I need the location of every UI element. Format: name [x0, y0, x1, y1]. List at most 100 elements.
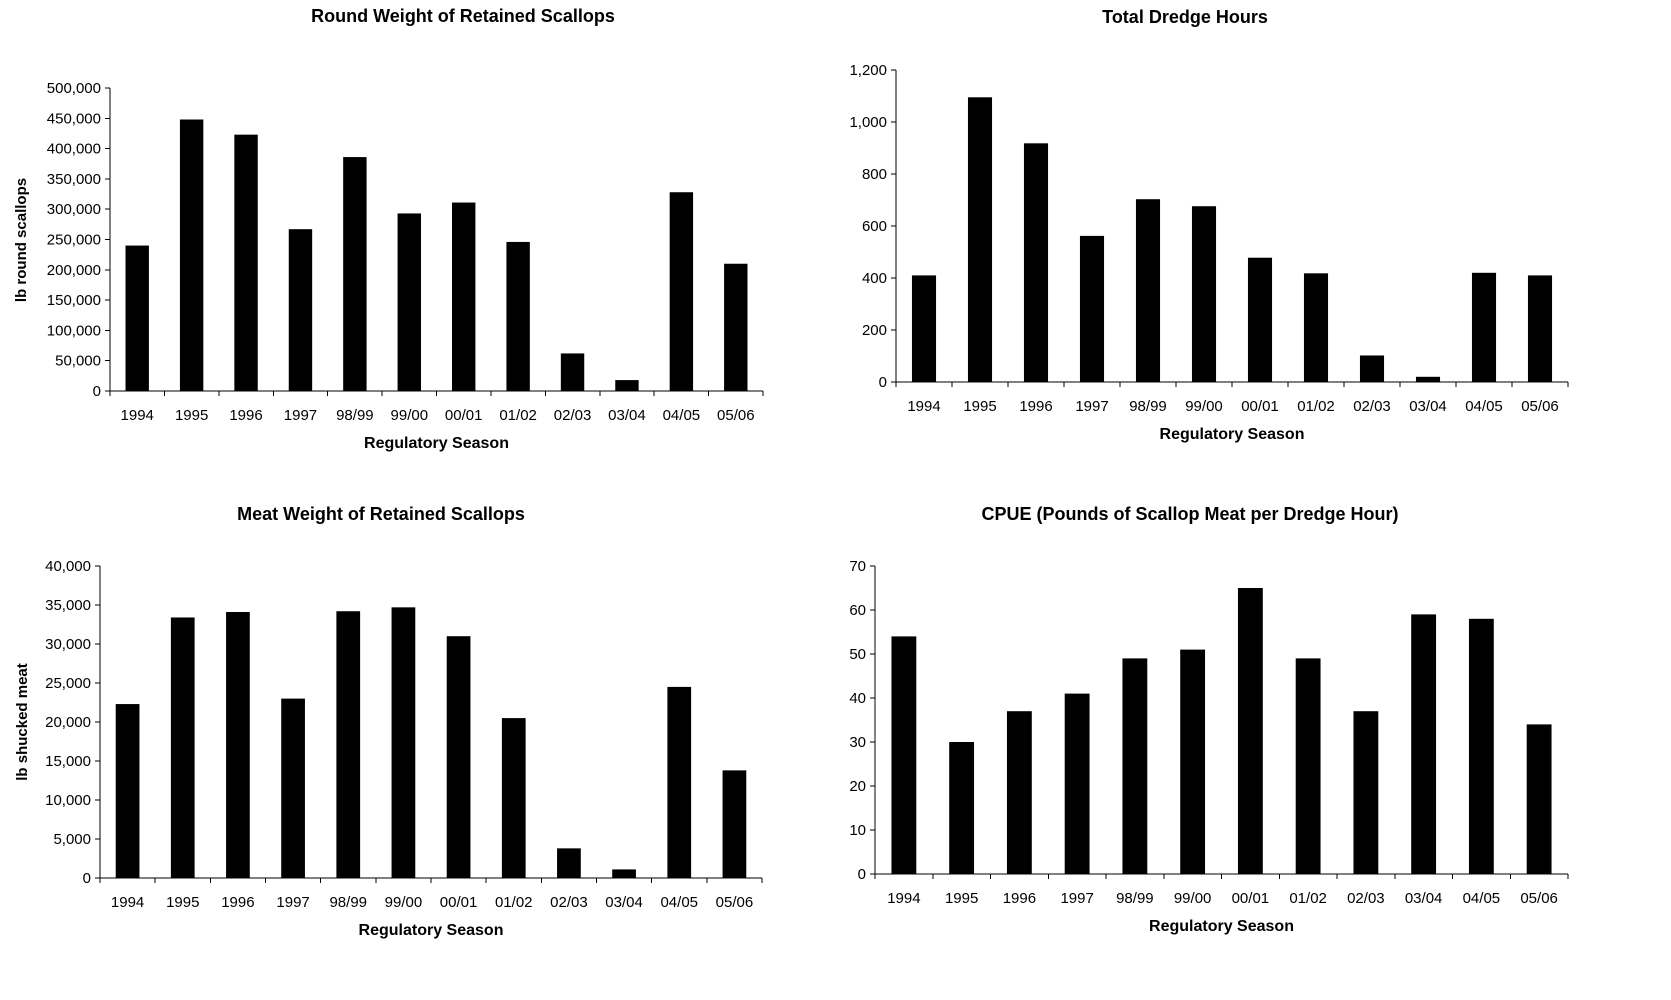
chart-title: CPUE (Pounds of Scallop Meat per Dredge … — [981, 504, 1398, 524]
x-tick-label: 03/04 — [1405, 890, 1443, 907]
x-tick-label: 98/99 — [1116, 890, 1154, 907]
chart-title: Round Weight of Retained Scallops — [311, 6, 615, 26]
y-tick-label: 1,000 — [849, 114, 887, 131]
chart-cpue: CPUE (Pounds of Scallop Meat per Dredge … — [849, 504, 1569, 935]
x-tick-label: 1995 — [175, 407, 208, 424]
bar-02-03 — [560, 353, 585, 391]
x-tick-label: 00/01 — [1232, 890, 1270, 907]
chart-title: Meat Weight of Retained Scallops — [237, 504, 525, 524]
chart-dredge-hours: Total Dredge Hours 0 200 400 600 800 1,000 1,20… — [849, 7, 1569, 443]
y-tick-label: 10,000 — [45, 792, 91, 809]
x-tick-label: 05/06 — [716, 894, 754, 911]
bar-1994 — [115, 704, 140, 878]
x-tick-label: 1997 — [1075, 398, 1108, 415]
x-tick-label: 1997 — [284, 407, 317, 424]
y-tick-label: 400,000 — [47, 141, 101, 158]
y-tick-label: 1,200 — [849, 62, 887, 79]
x-tick-label: 99/00 — [1185, 398, 1223, 415]
x-tick-label: 1996 — [1019, 398, 1052, 415]
bar-1995 — [949, 742, 975, 874]
x-tick-label: 02/03 — [1353, 398, 1391, 415]
y-axis-title: lb shucked meat — [14, 663, 31, 781]
bar-03-04 — [1415, 376, 1441, 382]
bar-1994 — [911, 275, 937, 382]
y-tick-label: 50,000 — [55, 353, 101, 370]
bar-99-00 — [1191, 206, 1217, 382]
y-tick-label: 350,000 — [47, 171, 101, 188]
y-tick-label: 600 — [862, 218, 887, 235]
y-tick-label: 0 — [879, 374, 887, 391]
x-tick-label: 04/05 — [1465, 398, 1503, 415]
bar-99-00 — [397, 213, 421, 391]
bar-1996 — [1023, 143, 1049, 382]
y-tick-label: 800 — [862, 166, 887, 183]
y-tick-label: 15,000 — [45, 753, 91, 770]
x-tick-label: 1995 — [945, 890, 978, 907]
y-tick-label: 40,000 — [45, 558, 91, 575]
x-tick-label: 01/02 — [495, 894, 533, 911]
y-tick-label: 10 — [849, 822, 866, 839]
bar-1995 — [967, 97, 993, 383]
bar-98-99 — [336, 611, 361, 878]
bar-1994 — [891, 636, 917, 874]
x-axis-title: Regulatory Season — [364, 435, 509, 452]
x-tick-label: 03/04 — [1409, 398, 1447, 415]
x-tick-label: 00/01 — [445, 407, 483, 424]
y-tick-label: 40 — [849, 690, 866, 707]
bar-05-06 — [722, 770, 747, 878]
bar-03-04 — [612, 869, 636, 878]
x-tick-label: 05/06 — [717, 407, 755, 424]
y-tick-label: 0 — [93, 383, 101, 400]
chart-round-weight: Round Weight of Retained Scallops 0 50,000… — [13, 6, 764, 452]
x-tick-label: 1994 — [111, 894, 144, 911]
chart-title: Total Dredge Hours — [1102, 7, 1268, 27]
x-tick-label: 1997 — [1060, 890, 1093, 907]
x-tick-label: 1996 — [229, 407, 262, 424]
bar-1996 — [234, 134, 258, 392]
bar-1995 — [179, 119, 204, 392]
y-tick-label: 250,000 — [47, 232, 101, 249]
bar-04-05 — [667, 686, 692, 878]
y-tick-label: 0 — [83, 870, 91, 887]
x-tick-label: 1996 — [221, 894, 254, 911]
bar-1997 — [288, 229, 313, 391]
x-tick-label: 03/04 — [608, 407, 646, 424]
bar-04-05 — [1468, 618, 1494, 874]
x-tick-label: 99/00 — [385, 894, 423, 911]
y-tick-label: 500,000 — [47, 80, 101, 97]
x-tick-label: 04/05 — [660, 894, 698, 911]
bar-1995 — [170, 617, 195, 878]
bar-02-03 — [1359, 355, 1385, 382]
bar-03-04 — [615, 380, 639, 391]
x-tick-label: 02/03 — [1347, 890, 1385, 907]
y-tick-label: 400 — [862, 270, 887, 287]
x-tick-label: 04/05 — [1463, 890, 1501, 907]
chart-meat-weight: Meat Weight of Retained Scallops 0 5,000 10… — [14, 504, 763, 939]
bar-05-06 — [724, 263, 748, 391]
x-tick-label: 1995 — [166, 894, 199, 911]
bar-1996 — [1006, 711, 1032, 874]
y-tick-label: 200,000 — [47, 262, 101, 279]
y-tick-label: 300,000 — [47, 201, 101, 218]
bar-98-99 — [343, 157, 367, 391]
bar-1994 — [125, 245, 149, 391]
y-tick-label: 450,000 — [47, 110, 101, 127]
x-axis-title: Regulatory Season — [1149, 918, 1294, 935]
bar-1996 — [226, 612, 250, 878]
y-tick-label: 35,000 — [45, 597, 91, 614]
bar-98-99 — [1135, 199, 1161, 382]
x-tick-label: 99/00 — [1174, 890, 1212, 907]
x-tick-label: 02/03 — [554, 407, 592, 424]
bar-1997 — [1064, 693, 1090, 874]
bar-00-01 — [1237, 588, 1263, 874]
y-tick-label: 70 — [849, 558, 866, 575]
y-tick-label: 20,000 — [45, 714, 91, 731]
x-tick-label: 01/02 — [1297, 398, 1335, 415]
bar-00-01 — [1247, 257, 1273, 382]
x-tick-label: 1995 — [963, 398, 996, 415]
x-axis-title: Regulatory Season — [1160, 426, 1305, 443]
x-tick-label: 01/02 — [499, 407, 537, 424]
bar-02-03 — [557, 848, 581, 878]
bar-99-00 — [1180, 649, 1206, 874]
y-tick-label: 20 — [849, 778, 866, 795]
